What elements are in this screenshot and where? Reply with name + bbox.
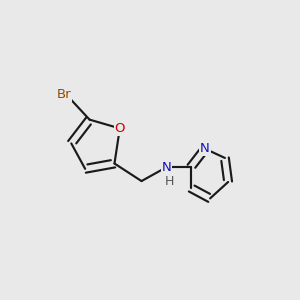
Text: O: O — [115, 122, 125, 135]
Text: H: H — [164, 175, 174, 188]
Text: Br: Br — [57, 88, 71, 101]
Text: N: N — [162, 161, 171, 174]
Text: N: N — [200, 142, 210, 155]
